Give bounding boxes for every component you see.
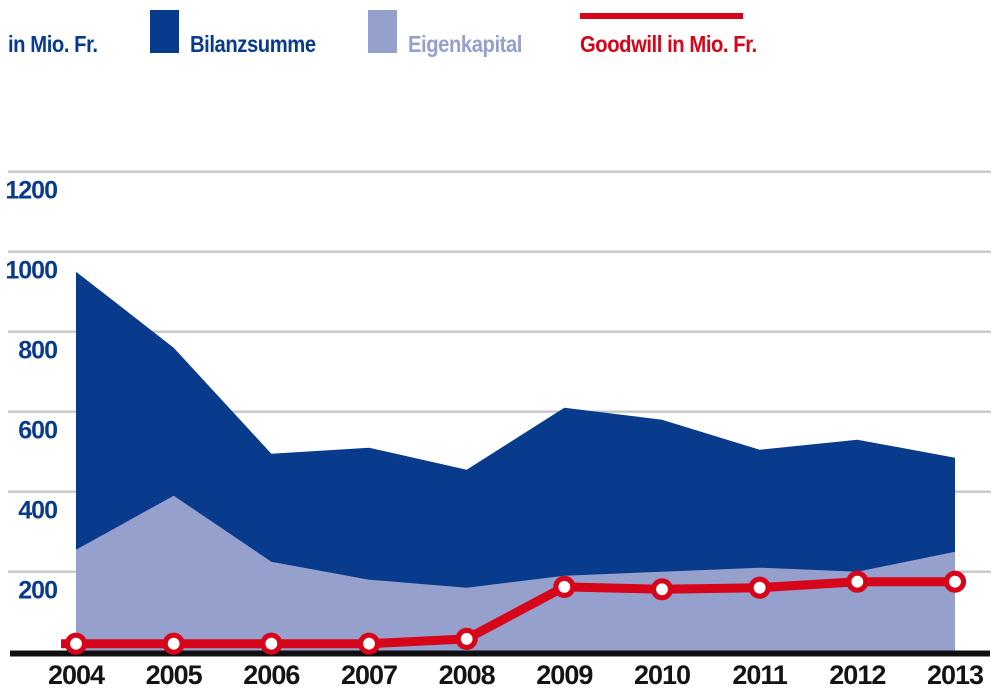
x-tick-label: 2011: [732, 660, 788, 690]
legend-item-eigenkapital: Eigenkapital: [408, 31, 522, 57]
goodwill-marker: [64, 632, 88, 655]
goodwill-marker: [846, 570, 869, 593]
legend-unit-label: in Mio. Fr.: [8, 31, 98, 57]
goodwill-marker: [162, 632, 185, 655]
y-tick-label: 600: [18, 417, 57, 445]
goodwill-marker: [943, 570, 967, 593]
x-tick-label: 2010: [634, 660, 690, 690]
x-tick-label: 2008: [439, 660, 496, 690]
eigenkapital-swatch-icon: [368, 10, 397, 53]
x-tick-label: 2012: [829, 660, 885, 690]
goodwill-line-swatch-icon: [580, 13, 743, 19]
eigenkapital-area: [76, 495, 955, 652]
x-tick-label: 2006: [243, 660, 300, 690]
goodwill-marker: [553, 575, 576, 599]
bilanzsumme-area: [76, 271, 955, 652]
y-tick-label: 800: [18, 337, 57, 365]
bilanzsumme-swatch-icon: [150, 10, 179, 53]
x-tick-label: 2005: [146, 660, 203, 690]
goodwill-marker: [748, 576, 771, 599]
x-tick-label: 2007: [341, 660, 397, 690]
goodwill-marker: [650, 578, 674, 601]
x-tick-label: 2009: [536, 660, 593, 690]
goodwill-marker: [260, 632, 283, 655]
chart-legend: in Mio. Fr. Bilanzsumme Eigenkapital Goo…: [0, 0, 1000, 60]
x-axis-line: [10, 650, 990, 657]
y-tick-label: 1000: [5, 257, 57, 285]
y-tick-label: 400: [18, 497, 57, 525]
goodwill-marker: [357, 632, 381, 655]
y-tick-label: 200: [18, 577, 57, 605]
x-tick-label: 2013: [927, 660, 984, 690]
goodwill-marker: [455, 627, 478, 651]
legend-item-bilanzsumme: Bilanzsumme: [190, 31, 316, 57]
legend-item-goodwill: Goodwill in Mio. Fr.: [580, 31, 757, 57]
x-tick-label: 2004: [48, 660, 105, 690]
y-tick-label: 1200: [5, 177, 57, 205]
